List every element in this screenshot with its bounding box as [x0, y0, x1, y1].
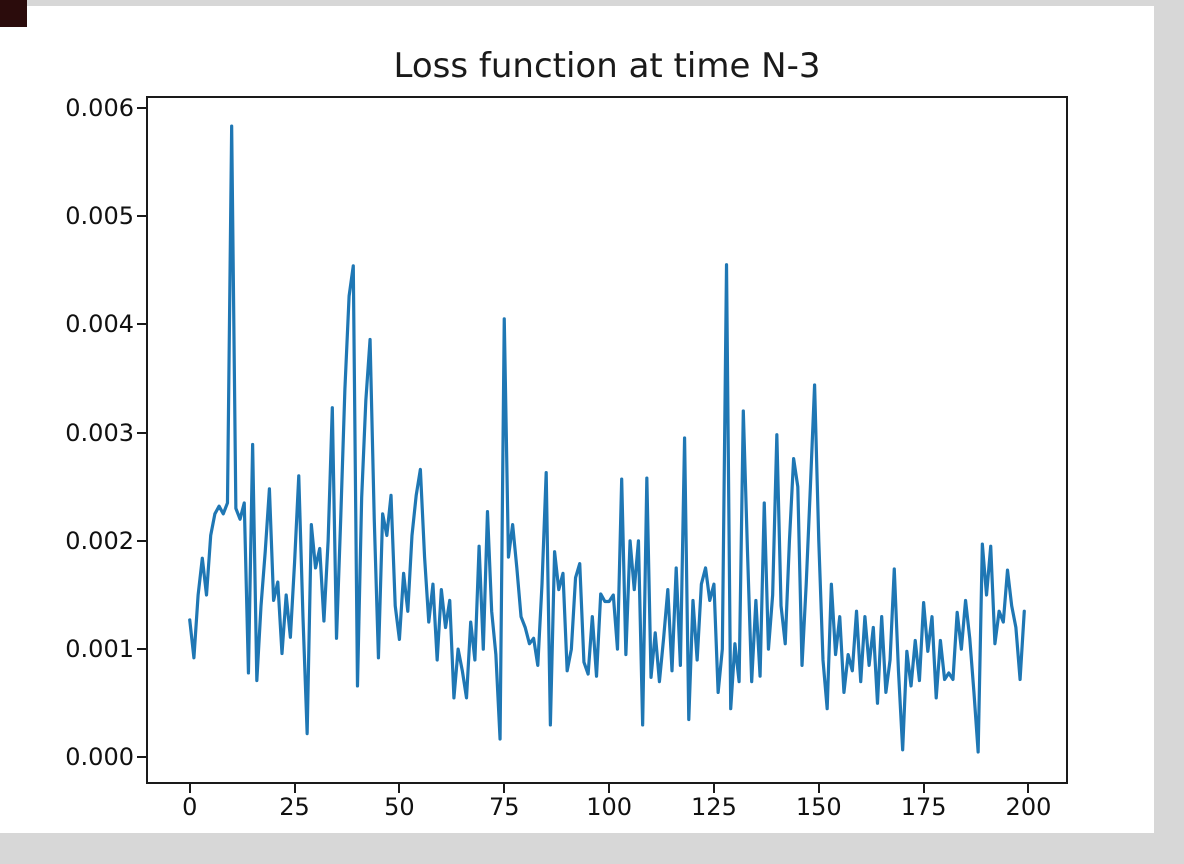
y-tick-mark [137, 215, 146, 218]
y-tick-mark [137, 431, 146, 434]
y-tick-label: 0.000 [65, 743, 134, 772]
y-tick-mark [137, 323, 146, 326]
loss-line-plot [188, 124, 1026, 754]
x-tick-label: 200 [1005, 793, 1052, 821]
y-tick-label: 0.004 [65, 310, 134, 339]
screen-corner-artifact [0, 0, 27, 27]
x-tick-mark [608, 784, 611, 793]
y-tick-mark [137, 539, 146, 542]
y-tick-label: 0.005 [65, 202, 134, 231]
x-tick-label: 0 [182, 793, 198, 821]
x-tick-mark [503, 784, 506, 793]
plot-area [146, 96, 1068, 784]
x-tick-label: 75 [488, 793, 520, 821]
y-tick-label: 0.006 [65, 93, 134, 122]
y-tick-label: 0.003 [65, 418, 134, 447]
screen-edge-strip-right [1154, 6, 1184, 864]
x-tick-label: 175 [900, 793, 947, 821]
x-tick-label: 100 [586, 793, 632, 821]
y-tick-mark [137, 106, 146, 109]
y-tick-mark [137, 756, 146, 759]
x-tick-mark [817, 784, 820, 793]
x-tick-mark [188, 784, 191, 793]
x-tick-mark [712, 784, 715, 793]
x-tick-label: 25 [279, 793, 310, 821]
screen-edge-strip-top [27, 0, 1184, 6]
chart-title: Loss function at time N-3 [393, 46, 821, 86]
y-tick-label: 0.001 [65, 635, 134, 664]
x-tick-mark [398, 784, 401, 793]
x-tick-mark [922, 784, 925, 793]
loss-line-series [188, 124, 1026, 754]
x-tick-label: 125 [691, 793, 737, 821]
screen-edge-strip-bottom [0, 833, 1154, 864]
y-tick-label: 0.002 [65, 526, 134, 555]
x-tick-mark [1027, 784, 1030, 793]
y-tick-mark [137, 648, 146, 651]
x-tick-label: 50 [384, 793, 415, 821]
x-tick-label: 150 [795, 793, 842, 821]
x-tick-mark [293, 784, 296, 793]
